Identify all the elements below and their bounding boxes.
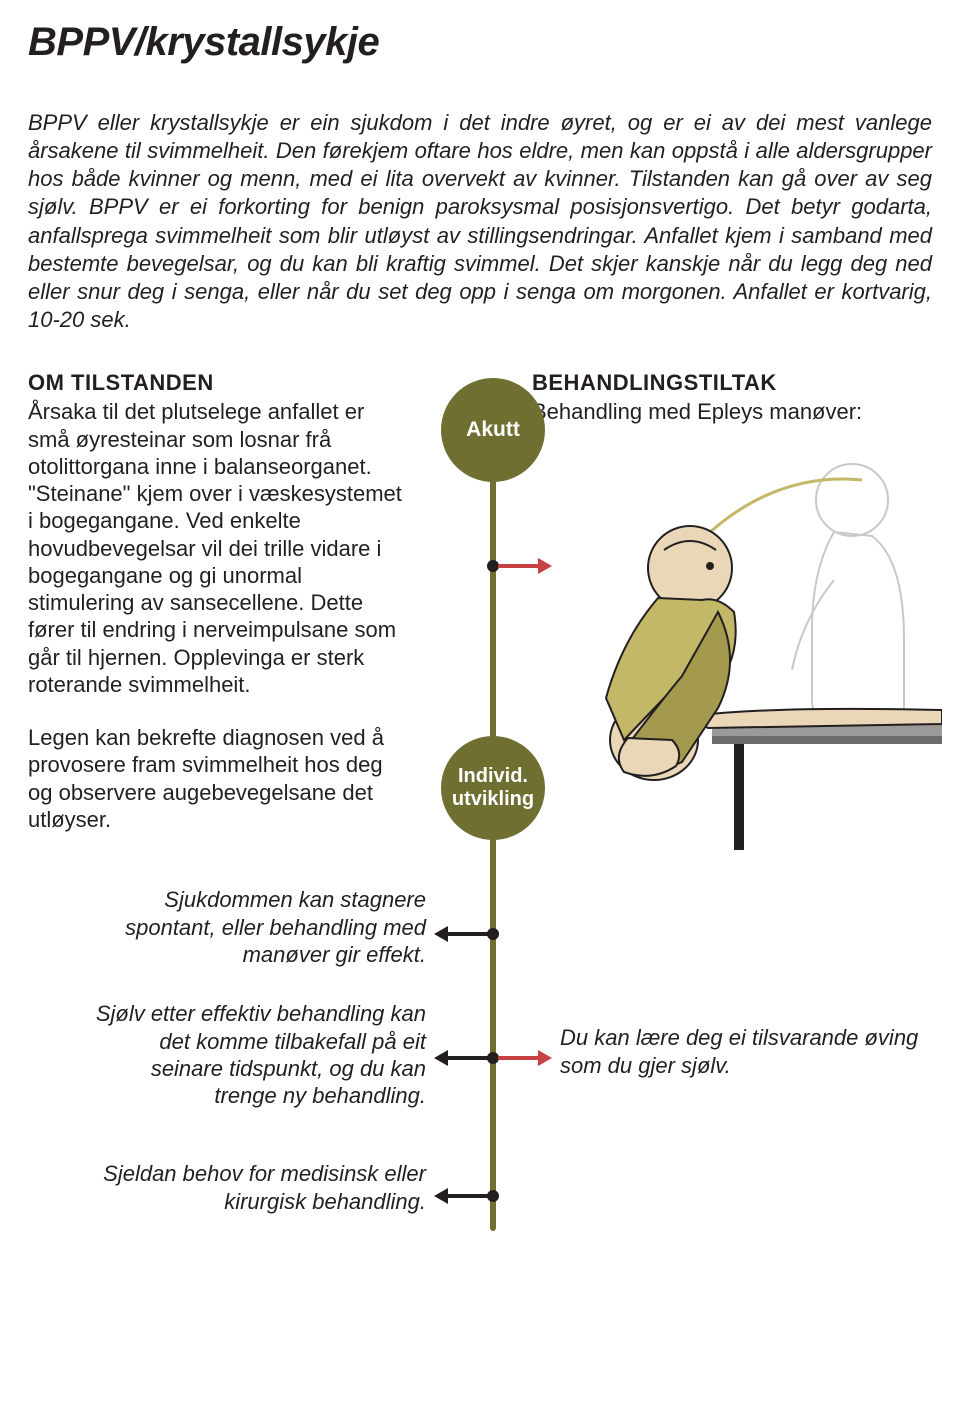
right-para1: Behandling med Epleys manøver:	[532, 398, 932, 425]
timeline: Akutt Individ.utvikling	[438, 378, 548, 1248]
left-para2: Legen kan bekrefte diagnosen ved å provo…	[28, 724, 406, 833]
timeline-note-left-1: Sjølv etter effektiv behandling kan det …	[84, 1000, 426, 1109]
timeline-circle-0: Akutt	[441, 378, 545, 482]
timeline-tick-3	[487, 1190, 499, 1202]
intro-paragraph: BPPV eller krystallsykje er ein sjukdom …	[28, 109, 932, 334]
page-title: BPPV/krystallsykje	[28, 20, 932, 65]
timeline-note-left-0: Sjukdommen kan stagnere spontant, eller …	[84, 886, 426, 968]
main-grid: OM TILSTANDEN Årsaka til det plutselege …	[28, 370, 932, 1240]
timeline-circle-1: Individ.utvikling	[441, 736, 545, 840]
timeline-tick-1	[487, 928, 499, 940]
left-heading: OM TILSTANDEN	[28, 370, 406, 396]
timeline-note-left-2: Sjeldan behov for medisinsk eller kirurg…	[84, 1160, 426, 1215]
right-column: BEHANDLINGSTILTAK Behandling med Epleys …	[532, 370, 932, 425]
epley-illustration	[512, 440, 942, 850]
left-column: OM TILSTANDEN Årsaka til det plutselege …	[28, 370, 406, 833]
timeline-note-right-0: Du kan lære deg ei tilsvarande øving som…	[560, 1024, 940, 1079]
left-para1: Årsaka til det plutselege anfallet er sm…	[28, 398, 406, 698]
right-heading: BEHANDLINGSTILTAK	[532, 370, 932, 396]
